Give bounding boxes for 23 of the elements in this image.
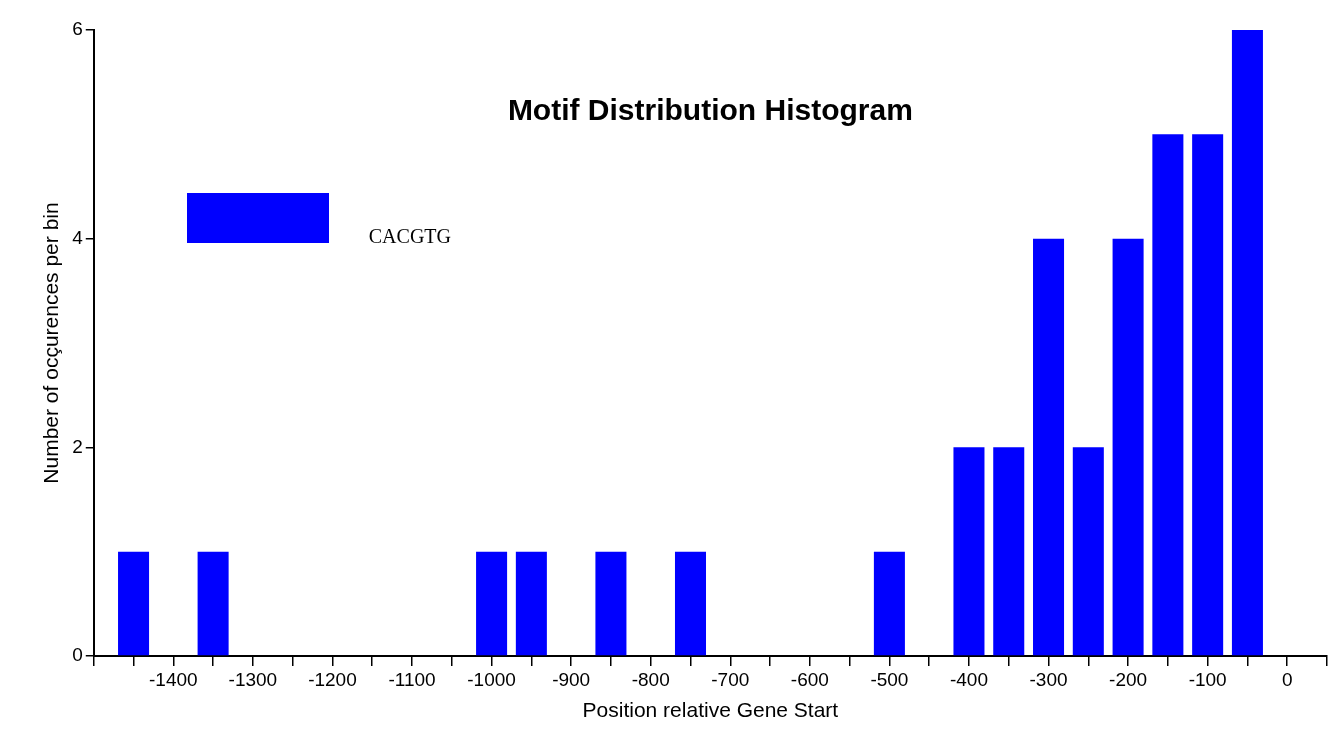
- y-tick-label: 4: [72, 226, 84, 248]
- x-tick-label: -1000: [467, 668, 516, 690]
- x-tick-label: -200: [1109, 668, 1148, 690]
- x-tick-label: -100: [1188, 668, 1227, 690]
- text: Motif Distribution Histogram: [507, 93, 913, 127]
- x-tick-label: -900: [552, 668, 591, 690]
- y-tick-label: 0: [72, 644, 83, 666]
- x-tick-label: -1100: [388, 668, 436, 690]
- x-tick-label: -300: [1029, 668, 1068, 690]
- text: CACGTG: [368, 225, 451, 248]
- y-tick-label: 2: [72, 435, 83, 457]
- x-axis-title: Position relative Gene Start: [582, 698, 839, 722]
- x-tick-label: -1400: [149, 668, 198, 690]
- x-tick-label: -400: [949, 668, 988, 690]
- y-axis-title: Number of ocçurences per bin: [39, 202, 63, 484]
- x-tick-label: -800: [631, 668, 670, 690]
- y-tick-label: 6: [72, 18, 83, 40]
- x-tick-label: -1200: [308, 668, 357, 690]
- x-tick-label: -700: [711, 668, 750, 690]
- x-tick-label: 0: [1281, 668, 1293, 690]
- x-tick-label: -1300: [228, 668, 278, 690]
- x-tick-label: -600: [790, 668, 829, 690]
- x-tick-label: -500: [870, 668, 909, 690]
